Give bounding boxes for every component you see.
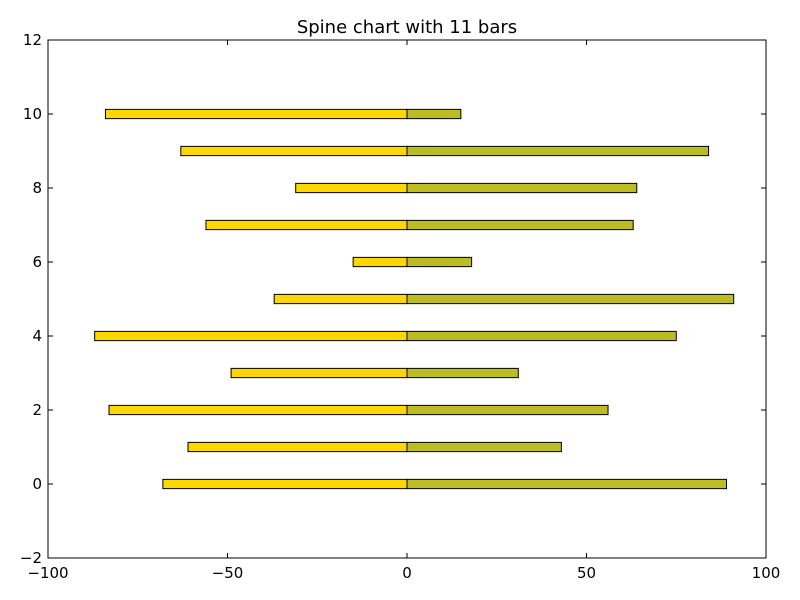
y-tick-label-10: 10 <box>23 105 42 123</box>
bar-left-4 <box>94 330 408 342</box>
bar-right-0 <box>406 478 728 490</box>
bar-right-10 <box>406 108 462 120</box>
bar-left-5 <box>273 293 408 305</box>
bar-left-6 <box>352 256 408 268</box>
bar-left-0 <box>162 478 408 490</box>
plot-frame <box>47 39 767 559</box>
bar-right-7 <box>406 219 634 231</box>
bar-left-8 <box>295 182 408 194</box>
x-tick-label-50: 50 <box>577 564 596 582</box>
bar-right-6 <box>406 256 473 268</box>
bar-left-9 <box>180 145 408 157</box>
x-tick-label--100: −100 <box>27 564 68 582</box>
x-tick-label-100: 100 <box>752 564 781 582</box>
bar-right-3 <box>406 367 519 379</box>
bar-left-2 <box>108 404 408 416</box>
bar-left-10 <box>104 108 408 120</box>
bar-left-1 <box>187 441 408 453</box>
bar-right-8 <box>406 182 638 194</box>
y-tick-label-6: 6 <box>32 253 42 271</box>
chart-title: Spine chart with 11 bars <box>297 17 517 38</box>
y-tick-label-4: 4 <box>32 327 42 345</box>
bar-left-7 <box>205 219 408 231</box>
bars-layer <box>94 108 735 490</box>
x-tick-label-0: 0 <box>402 564 412 582</box>
y-tick-label-0: 0 <box>32 475 42 493</box>
y-tick-label-2: 2 <box>32 401 42 419</box>
bar-right-2 <box>406 404 609 416</box>
bar-right-1 <box>406 441 562 453</box>
bar-right-5 <box>406 293 735 305</box>
bar-right-9 <box>406 145 710 157</box>
y-tick-label--2: −2 <box>20 549 42 567</box>
bar-right-4 <box>406 330 677 342</box>
bar-left-3 <box>230 367 408 379</box>
tick-labels-layer: −100 −50 0 50 100 −2 0 2 4 6 8 10 12 <box>20 31 780 582</box>
x-tick-label--50: −50 <box>212 564 244 582</box>
y-tick-label-8: 8 <box>32 179 42 197</box>
y-tick-label-12: 12 <box>23 31 42 49</box>
